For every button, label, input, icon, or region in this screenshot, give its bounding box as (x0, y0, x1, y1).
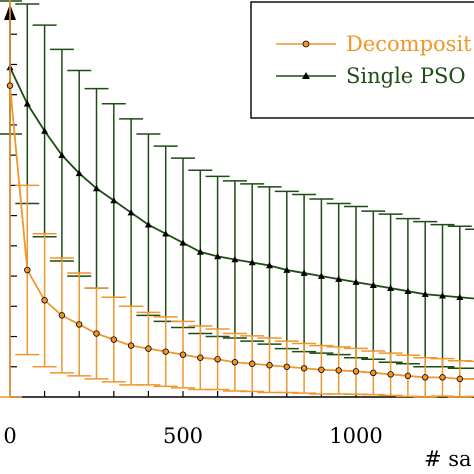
series-single-pso (0, 0, 474, 370)
data-point (404, 372, 412, 380)
data-point (369, 281, 377, 288)
data-point (352, 278, 360, 285)
data-point (214, 252, 222, 260)
data-point (179, 239, 187, 246)
data-point (110, 197, 118, 204)
data-point (75, 169, 83, 177)
data-point (439, 374, 446, 381)
legend-marker-single-pso (302, 72, 310, 79)
legend-label-single-pso: Single PSO (346, 64, 466, 88)
data-point (197, 354, 204, 361)
x-axis-label-group: # sa (424, 447, 472, 471)
data-point (335, 275, 343, 282)
data-point (6, 82, 14, 89)
data-point (318, 366, 325, 373)
data-point (231, 255, 239, 263)
data-point (75, 321, 83, 328)
data-point (404, 287, 412, 294)
data-point (162, 348, 169, 355)
data-point (456, 293, 464, 301)
x-tick-label: 0 (3, 424, 16, 448)
data-point (24, 266, 31, 274)
data-point (422, 374, 429, 381)
legend: Decomposit Single PSO (250, 1, 474, 119)
data-point (300, 269, 308, 276)
data-point (41, 127, 49, 134)
data-point (110, 336, 117, 343)
data-point (93, 330, 100, 337)
data-point (283, 266, 291, 273)
data-point (127, 342, 135, 349)
data-point (58, 151, 66, 158)
series-line (9, 85, 474, 380)
data-point (231, 359, 239, 366)
x-axis-label: # sa (424, 447, 472, 471)
data-point (145, 345, 152, 352)
series-decomposit (0, 0, 474, 398)
data-point (456, 375, 463, 383)
data-point (248, 360, 256, 367)
data-point (300, 365, 308, 372)
legend-marker-decomposit (302, 40, 310, 48)
data-point (352, 368, 360, 375)
legend-label-decomposit: Decomposit (346, 32, 472, 56)
data-point (41, 297, 48, 304)
data-point (421, 290, 429, 298)
data-point (58, 312, 66, 319)
data-point (23, 100, 31, 107)
data-point (127, 209, 135, 216)
data-point (439, 292, 446, 299)
data-point (266, 261, 273, 269)
x-tick-label: 1000 (329, 424, 382, 448)
data-point (93, 184, 100, 192)
legend-box (250, 1, 474, 119)
data-point (387, 371, 394, 378)
data-point (144, 221, 152, 228)
data-point (317, 272, 325, 279)
data-point (214, 356, 221, 363)
series-layer (0, 0, 474, 398)
data-point (179, 351, 187, 358)
data-point (283, 363, 290, 370)
data-point (266, 362, 273, 369)
data-point (387, 284, 395, 291)
data-point (248, 258, 256, 266)
data-point (370, 369, 377, 377)
series-line (9, 67, 474, 300)
data-point (196, 248, 204, 255)
x-tick-label: 500 (163, 424, 203, 448)
data-point (335, 367, 342, 374)
data-point (162, 230, 170, 237)
